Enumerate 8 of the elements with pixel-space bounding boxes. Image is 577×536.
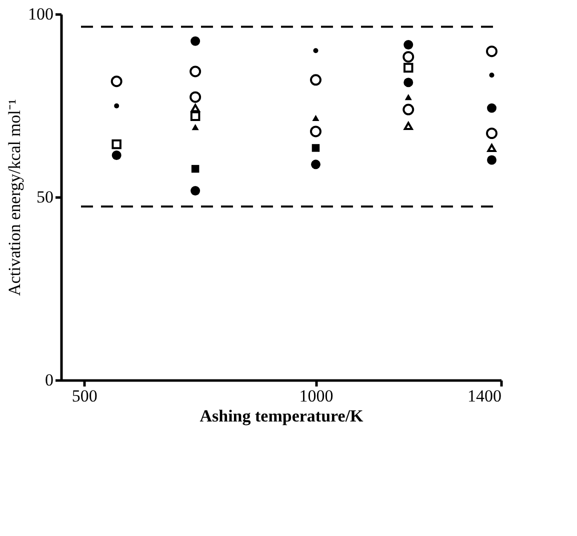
y-axis-title: Activation energy/kcal mol⁻¹ [5, 99, 24, 296]
x-tick-label: 1000 [299, 386, 334, 406]
x-tick-label: 1400 [468, 386, 502, 406]
x-tick-label: 500 [72, 386, 98, 406]
y-tick-label: 100 [28, 4, 54, 24]
y-tick-label: 0 [45, 370, 54, 390]
x-axis-title: Ashing temperature/K [200, 406, 364, 426]
y-tick-label: 50 [36, 188, 54, 206]
